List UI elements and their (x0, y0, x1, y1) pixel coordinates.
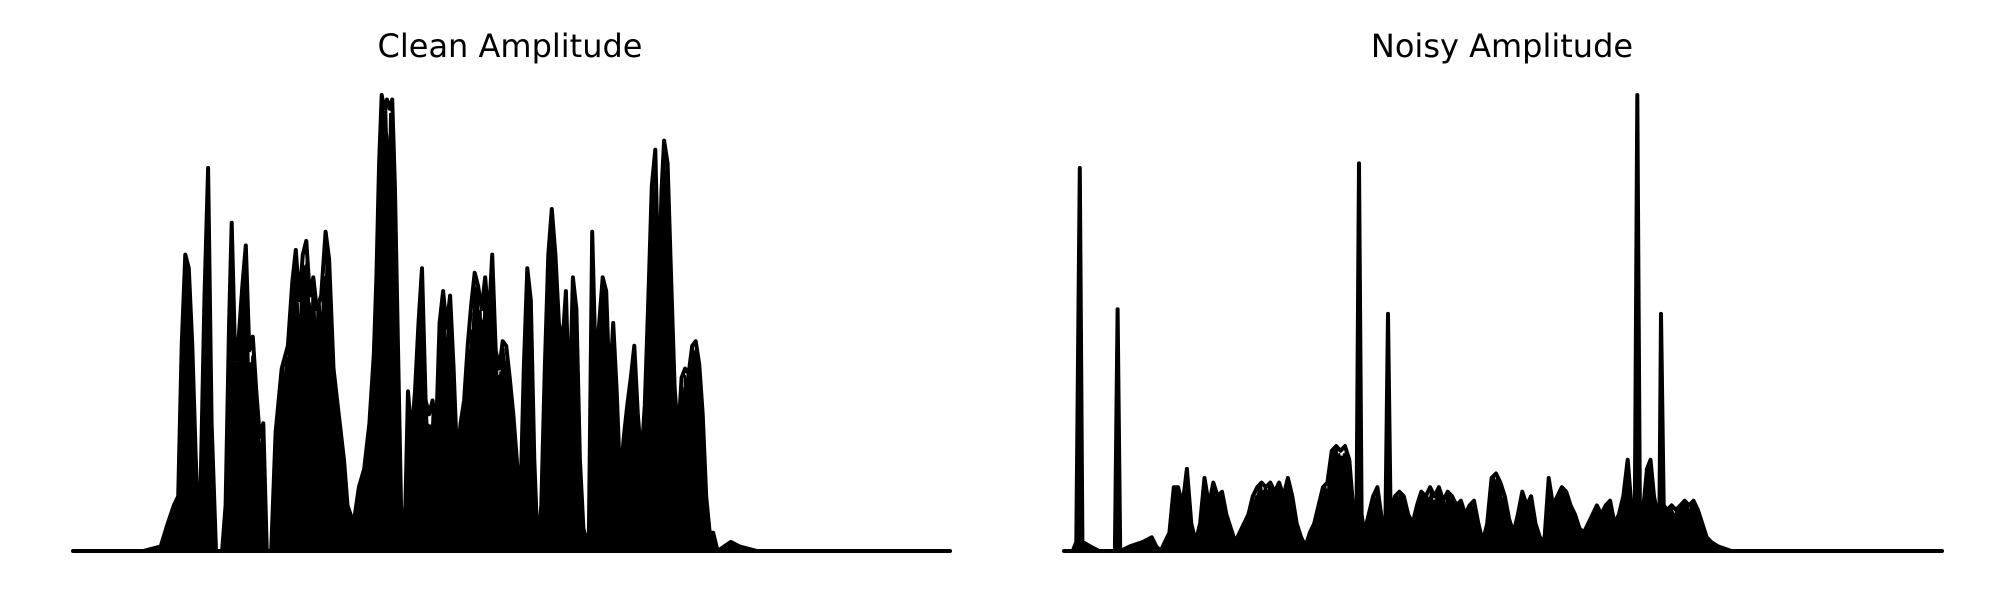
noisy-amplitude-chart: Noisy Amplitude (1062, 27, 1944, 553)
clean-amplitude-plot-area (71, 93, 952, 553)
amplitude-series-line (73, 93, 950, 553)
clean-amplitude-title: Clean Amplitude (378, 27, 643, 65)
amplitude-series-line (1064, 93, 1942, 553)
noisy-amplitude-plot-area (1062, 93, 1944, 553)
noisy-amplitude-title: Noisy Amplitude (1371, 27, 1633, 65)
clean-amplitude-chart: Clean Amplitude (71, 27, 952, 553)
